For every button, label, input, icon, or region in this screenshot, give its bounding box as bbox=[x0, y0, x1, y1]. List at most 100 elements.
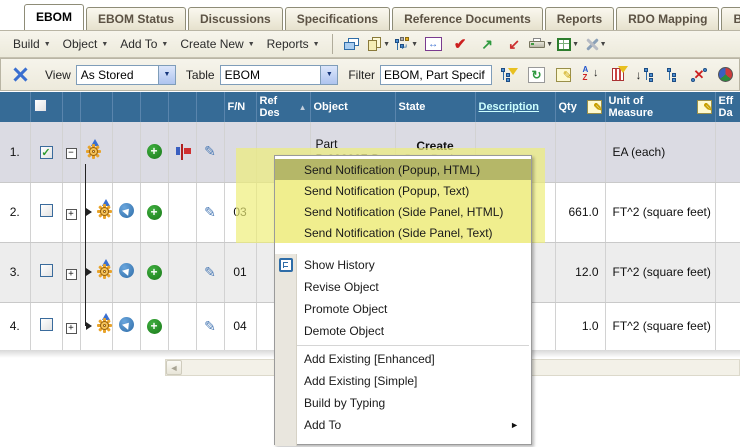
qty-cell bbox=[555, 122, 606, 183]
filter-input[interactable] bbox=[380, 64, 492, 85]
row-number: 2. bbox=[0, 182, 31, 243]
view-label: View bbox=[45, 67, 71, 82]
menu-item-send-notification-sidepanel-html[interactable]: Send Notification (Side Panel, HTML) bbox=[275, 201, 531, 222]
menu-item-send-notification-popup-html[interactable]: Send Notification (Popup, HTML) bbox=[275, 159, 531, 180]
expand-icon[interactable]: + bbox=[65, 268, 77, 280]
add-child-icon[interactable]: + bbox=[146, 144, 162, 160]
menu-item-add-existing-enhanced[interactable]: Add Existing [Enhanced] bbox=[304, 352, 435, 366]
menu-icon-gutter bbox=[275, 254, 297, 446]
tab-reports[interactable]: Reports bbox=[544, 7, 615, 30]
remove-filter-icon[interactable] bbox=[604, 63, 631, 87]
print-icon[interactable]: ▼ bbox=[529, 33, 554, 55]
sort-az-icon[interactable]: A Z ↓ bbox=[582, 64, 599, 82]
header-state[interactable]: State bbox=[395, 92, 476, 122]
filter-tree-icon[interactable] bbox=[496, 63, 523, 87]
fn-cell: 04 bbox=[224, 302, 257, 351]
chevron-down-icon: ▼ bbox=[383, 40, 391, 48]
menu-item-send-notification-popup-text[interactable]: Send Notification (Popup, Text) bbox=[275, 180, 531, 201]
add-to-menu[interactable]: Add To ▼ bbox=[120, 37, 169, 51]
tree-branch-arrow bbox=[86, 322, 92, 330]
refresh-icon[interactable]: ↻ bbox=[523, 63, 550, 87]
view-select[interactable]: As Stored ▼ bbox=[75, 64, 176, 85]
goto-icon[interactable] bbox=[118, 317, 134, 332]
reports-menu[interactable]: Reports ▼ bbox=[266, 37, 320, 51]
tab-rdo-mapping[interactable]: RDO Mapping bbox=[616, 7, 720, 30]
toolbar-separator bbox=[331, 34, 333, 54]
paste-structure-icon[interactable]: ↵ ▼ bbox=[394, 33, 419, 55]
promote-arrow-icon[interactable]: ↗ bbox=[481, 35, 493, 52]
uom-cell: FT^2 (square feet) bbox=[605, 302, 716, 351]
copy-icon[interactable]: ▼ bbox=[367, 33, 392, 55]
menu-item-add-existing-simple[interactable]: Add Existing [Simple] bbox=[304, 374, 418, 388]
part-assembly-icon[interactable] bbox=[94, 199, 111, 221]
menu-item-revise-object[interactable]: Revise Object bbox=[304, 280, 379, 294]
expand-icon[interactable]: + bbox=[65, 322, 77, 334]
edit-table-icon[interactable]: ✎ bbox=[550, 63, 577, 87]
table-select[interactable]: EBOM ▼ bbox=[219, 64, 339, 85]
row-checkbox[interactable]: ✓ bbox=[39, 145, 53, 159]
approve-check-icon[interactable]: ✔ bbox=[453, 36, 467, 53]
chevron-down-icon: ▼ bbox=[320, 65, 338, 84]
add-child-icon[interactable]: + bbox=[146, 204, 162, 220]
build-menu[interactable]: Build ▼ bbox=[13, 37, 51, 51]
row-number: 3. bbox=[0, 242, 31, 303]
menu-item-send-notification-sidepanel-text[interactable]: Send Notification (Side Panel, Text) bbox=[275, 222, 531, 243]
export-table-icon[interactable]: ▼ bbox=[556, 33, 581, 55]
chevron-down-icon: ▼ bbox=[157, 65, 175, 84]
part-assembly-icon[interactable] bbox=[83, 138, 105, 161]
fn-cell: 01 bbox=[224, 242, 257, 303]
menu-item-show-history[interactable]: Show History bbox=[275, 254, 531, 276]
create-new-menu[interactable]: Create New ▼ bbox=[180, 37, 255, 51]
disconnect-icon[interactable]: ✕ bbox=[685, 63, 712, 87]
header-fn[interactable]: F/N bbox=[224, 92, 257, 122]
part-assembly-icon[interactable] bbox=[94, 259, 111, 281]
select-all-checkbox[interactable] bbox=[33, 99, 47, 112]
menu-item-promote-object[interactable]: Promote Object bbox=[304, 302, 388, 316]
tab-discussions[interactable]: Discussions bbox=[188, 7, 283, 30]
menu-item-demote-object[interactable]: Demote Object bbox=[304, 324, 385, 338]
header-ref-des[interactable]: Ref Des ▲ bbox=[256, 92, 311, 122]
row-checkbox[interactable] bbox=[39, 264, 53, 277]
tab-specifications[interactable]: Specifications bbox=[284, 7, 391, 30]
add-child-icon[interactable]: + bbox=[146, 318, 162, 334]
compare-window-icon[interactable]: ↔ bbox=[421, 33, 446, 55]
demote-arrow-icon[interactable]: ↙ bbox=[508, 35, 520, 52]
sort-tree-icon[interactable]: ↓ bbox=[631, 63, 658, 87]
tab-baselines[interactable]: Baselines bbox=[721, 7, 740, 30]
edit-row-icon[interactable]: ✎ bbox=[204, 263, 216, 280]
tools-icon[interactable]: ▼ bbox=[583, 33, 608, 55]
edit-row-icon[interactable]: ✎ bbox=[204, 317, 216, 334]
header-uom[interactable]: Unit of Measure ✎ bbox=[605, 92, 716, 122]
tree-connector-line bbox=[85, 164, 86, 326]
tree-view-icon[interactable] bbox=[658, 63, 685, 87]
tab-ebom[interactable]: EBOM bbox=[24, 4, 84, 30]
object-menu[interactable]: Object ▼ bbox=[62, 37, 109, 51]
goto-icon[interactable] bbox=[118, 203, 134, 218]
add-child-icon[interactable]: + bbox=[146, 264, 162, 280]
chart-icon[interactable] bbox=[712, 63, 739, 87]
edit-row-icon[interactable]: ✎ bbox=[204, 203, 216, 220]
related-image-icon[interactable] bbox=[176, 143, 191, 160]
scroll-left-button[interactable]: ◄ bbox=[166, 360, 182, 375]
row-checkbox[interactable] bbox=[39, 318, 53, 331]
tab-ebom-status[interactable]: EBOM Status bbox=[86, 7, 187, 30]
cascade-windows-icon[interactable] bbox=[340, 33, 365, 55]
menu-item-build-by-typing[interactable]: Build by Typing bbox=[304, 396, 386, 410]
expand-icon[interactable]: + bbox=[65, 208, 77, 220]
goto-icon[interactable] bbox=[118, 263, 134, 278]
header-eff-date[interactable]: Eff Da bbox=[715, 92, 740, 122]
edit-row-icon[interactable]: ✎ bbox=[204, 143, 216, 160]
menu-item-add-to[interactable]: Add To ► bbox=[304, 418, 519, 432]
edit-column-icon[interactable]: ✎ bbox=[696, 100, 713, 114]
header-description[interactable]: Description bbox=[475, 92, 556, 122]
edit-column-icon[interactable]: ✎ bbox=[586, 100, 603, 114]
part-assembly-icon[interactable] bbox=[94, 313, 111, 335]
row-checkbox[interactable] bbox=[39, 204, 53, 217]
tab-reference-documents[interactable]: Reference Documents bbox=[392, 7, 543, 30]
expand-all-icon[interactable] bbox=[8, 63, 35, 87]
collapse-icon[interactable]: − bbox=[65, 148, 77, 160]
header-object[interactable]: Object bbox=[310, 92, 396, 122]
header-qty[interactable]: Qty ✎ bbox=[555, 92, 606, 122]
header-select-all bbox=[30, 92, 63, 122]
